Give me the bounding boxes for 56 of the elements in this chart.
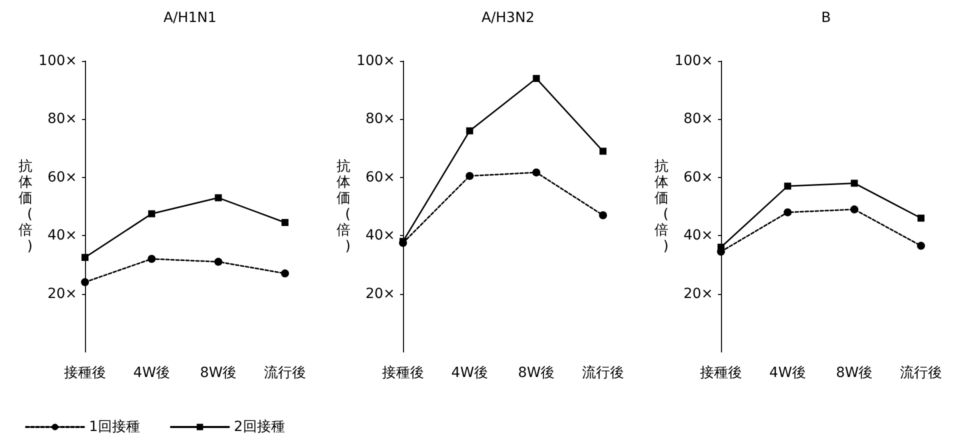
x-tick-label: 8W後 [518, 365, 555, 381]
y-tick-label: 80× [47, 111, 77, 128]
point [214, 194, 222, 202]
x-tick-label: 流行後 [900, 365, 942, 381]
y-tick-label: 100× [356, 53, 395, 69]
point [466, 127, 474, 134]
x-tick-label: 8W後 [200, 365, 237, 381]
y-tick-label: 100× [674, 53, 713, 69]
point [600, 148, 606, 155]
point [850, 205, 858, 214]
y-axis-title: 抗体価(倍) [654, 158, 669, 254]
legend-label: 1回接種 [89, 419, 140, 435]
point [917, 242, 925, 250]
point [532, 74, 540, 82]
y-tick-label: 40× [365, 228, 395, 244]
x-tick-label: 8W後 [836, 365, 873, 381]
y-tick-label: 80× [365, 111, 395, 128]
point [282, 219, 288, 226]
y-tick-label: 60× [47, 169, 77, 186]
chart-title: B [821, 10, 831, 26]
x-tick-label: 流行後 [264, 365, 306, 381]
x-tick-label: 接種後 [382, 365, 424, 381]
y-tick-label: 20× [47, 286, 77, 302]
y-axis-title: 抗体価(倍) [336, 158, 351, 254]
point [81, 278, 89, 286]
y-tick-label: 60× [365, 169, 395, 186]
y-tick-label: 20× [683, 286, 713, 302]
chart-title: A/H3N2 [481, 10, 535, 26]
y-axis-title: 抗体価(倍) [18, 158, 33, 254]
x-tick-label: 接種後 [64, 365, 106, 381]
point [281, 269, 289, 278]
x-tick-label: 4W後 [451, 365, 488, 381]
y-tick-label: 40× [683, 228, 713, 244]
y-tick-label: 40× [47, 228, 77, 244]
point [850, 180, 858, 187]
point [148, 254, 156, 263]
x-tick-label: 接種後 [700, 365, 742, 381]
x-tick-label: 流行後 [582, 365, 624, 381]
chart-title: A/H1N1 [163, 10, 217, 26]
y-tick-label: 100× [38, 53, 77, 69]
legend-label: 2回接種 [234, 419, 285, 435]
point [718, 244, 724, 251]
point [784, 208, 792, 216]
y-tick-label: 20× [365, 286, 395, 302]
point [784, 182, 792, 190]
point [466, 172, 474, 180]
point [214, 258, 222, 266]
point [918, 214, 924, 222]
point [148, 210, 156, 218]
point [599, 211, 607, 220]
x-tick-label: 4W後 [133, 365, 170, 381]
y-tick-label: 60× [683, 169, 713, 186]
y-tick-label: 80× [683, 111, 713, 128]
point [532, 168, 540, 176]
x-tick-label: 4W後 [769, 365, 806, 381]
point [82, 254, 88, 261]
